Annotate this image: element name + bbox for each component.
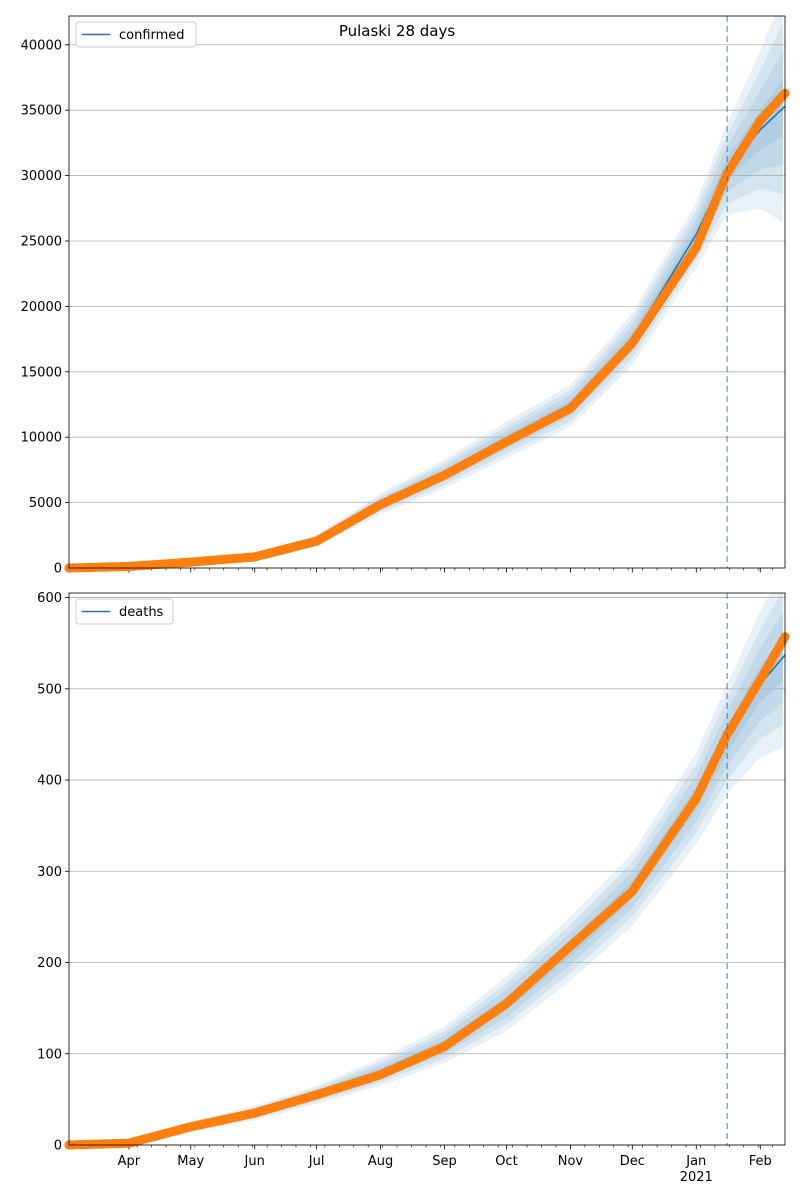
x-tick-label: Apr (118, 1154, 141, 1169)
x-year-label: 2021 (680, 1170, 713, 1185)
y-tick-label: 30000 (21, 169, 62, 184)
confidence-band (69, 593, 783, 1145)
y-tick-label: 25000 (21, 234, 62, 249)
y-tick-label: 200 (37, 956, 62, 971)
observed-points (64, 88, 790, 573)
y-tick-label: 100 (37, 1047, 62, 1062)
x-tick-label: Oct (495, 1154, 517, 1169)
y-tick-label: 40000 (21, 38, 62, 53)
y-tick-label: 500 (37, 682, 62, 697)
confirmed-panel: 0 5000 10000 15000 20000 25000 30000 35000 40000… (21, 15, 790, 577)
y-tick-label: 5000 (29, 496, 62, 511)
legend-box (75, 21, 197, 48)
y-tick-label: 300 (37, 865, 62, 880)
legend-box (75, 598, 174, 625)
x-tick-label: Jul (308, 1154, 325, 1169)
legend-label: confirmed (119, 28, 185, 43)
legend: confirmed (75, 21, 197, 48)
confidence-band (69, 593, 783, 1145)
x-tick-label: Aug (368, 1154, 393, 1169)
x-tick-label: May (177, 1154, 204, 1169)
deaths-panel: 0 100 200 300 400 500 600 Apr May Jun Jul Aug Sep Oct… (37, 591, 790, 1185)
y-tick-label: 20000 (21, 300, 62, 315)
y-tick-label: 0 (54, 562, 62, 577)
y-tick-label: 10000 (21, 431, 62, 446)
x-tick-label: Jan (685, 1154, 706, 1169)
y-tick-label: 0 (54, 1139, 62, 1154)
x-tick-label: Jun (244, 1154, 265, 1169)
x-tick-label: Feb (749, 1154, 772, 1169)
y-tick-label: 400 (37, 774, 62, 789)
legend: deaths (75, 598, 174, 625)
x-tick-label: Sep (432, 1154, 457, 1169)
observed-points (64, 632, 790, 1150)
y-tick-label: 35000 (21, 104, 62, 119)
legend-label: deaths (119, 605, 164, 620)
axes-frame (68, 15, 786, 569)
chart-title: Pulaski 28 days (339, 22, 456, 40)
x-tick-label: Dec (620, 1154, 645, 1169)
y-tick-label: 600 (37, 591, 62, 606)
y-tick-label: 15000 (21, 365, 62, 380)
model-line (68, 654, 786, 1146)
axes-frame (68, 592, 786, 1146)
x-tick-label: Nov (558, 1154, 584, 1169)
